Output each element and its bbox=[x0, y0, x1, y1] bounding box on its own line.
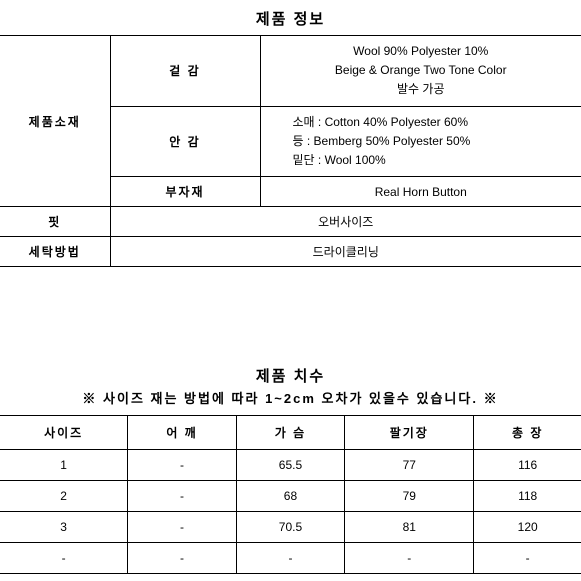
cell: 68 bbox=[236, 481, 344, 512]
sub-value: Real Horn Button bbox=[260, 177, 581, 207]
size-col-1: 어 깨 bbox=[128, 416, 236, 450]
sub-label: 부자재 bbox=[110, 177, 260, 207]
lining-line2: 등 : Bemberg 50% Polyester 50% bbox=[293, 132, 578, 151]
wash-label: 세탁방법 bbox=[0, 237, 110, 267]
cell: 79 bbox=[345, 481, 474, 512]
cell: - bbox=[236, 543, 344, 574]
cell: - bbox=[128, 481, 236, 512]
info-table: 제품소재 겉 감 Wool 90% Polyester 10% Beige & … bbox=[0, 35, 581, 267]
cell: 65.5 bbox=[236, 450, 344, 481]
size-header-row: 사이즈 어 깨 가 슴 팔기장 총 장 bbox=[0, 416, 581, 450]
cell: 81 bbox=[345, 512, 474, 543]
cell: 2 bbox=[0, 481, 128, 512]
table-row: 1 - 65.5 77 116 bbox=[0, 450, 581, 481]
cell: 118 bbox=[474, 481, 581, 512]
lining-line1: 소매 : Cotton 40% Polyester 60% bbox=[293, 113, 578, 132]
outer-value: Wool 90% Polyester 10% Beige & Orange Tw… bbox=[260, 36, 581, 107]
cell: - bbox=[128, 450, 236, 481]
spacer bbox=[0, 267, 581, 357]
size-table: 사이즈 어 깨 가 슴 팔기장 총 장 1 - 65.5 77 116 2 - … bbox=[0, 415, 581, 574]
outer-line2: Beige & Orange Two Tone Color bbox=[265, 61, 578, 80]
cell: - bbox=[345, 543, 474, 574]
table-row: 3 - 70.5 81 120 bbox=[0, 512, 581, 543]
fit-label: 핏 bbox=[0, 207, 110, 237]
cell: - bbox=[474, 543, 581, 574]
cell: 70.5 bbox=[236, 512, 344, 543]
material-label: 제품소재 bbox=[0, 36, 110, 207]
cell: 1 bbox=[0, 450, 128, 481]
lining-value: 소매 : Cotton 40% Polyester 60% 등 : Bember… bbox=[260, 106, 581, 177]
cell: 120 bbox=[474, 512, 581, 543]
outer-line3: 발수 가공 bbox=[265, 80, 578, 99]
info-title: 제품 정보 bbox=[0, 0, 581, 35]
fit-value: 오버사이즈 bbox=[110, 207, 581, 237]
outer-line1: Wool 90% Polyester 10% bbox=[265, 42, 578, 61]
cell: - bbox=[128, 512, 236, 543]
cell: 77 bbox=[345, 450, 474, 481]
size-title: 제품 치수 bbox=[0, 357, 581, 388]
size-col-2: 가 슴 bbox=[236, 416, 344, 450]
cell: - bbox=[128, 543, 236, 574]
size-col-3: 팔기장 bbox=[345, 416, 474, 450]
lining-line3: 밑단 : Wool 100% bbox=[293, 151, 578, 170]
size-col-4: 총 장 bbox=[474, 416, 581, 450]
size-col-0: 사이즈 bbox=[0, 416, 128, 450]
table-row: - - - - - bbox=[0, 543, 581, 574]
cell: 3 bbox=[0, 512, 128, 543]
wash-value: 드라이클리닝 bbox=[110, 237, 581, 267]
size-note: ※ 사이즈 재는 방법에 따라 1~2cm 오차가 있을수 있습니다. ※ bbox=[0, 388, 581, 415]
outer-label: 겉 감 bbox=[110, 36, 260, 107]
cell: - bbox=[0, 543, 128, 574]
lining-label: 안 감 bbox=[110, 106, 260, 177]
cell: 116 bbox=[474, 450, 581, 481]
table-row: 2 - 68 79 118 bbox=[0, 481, 581, 512]
